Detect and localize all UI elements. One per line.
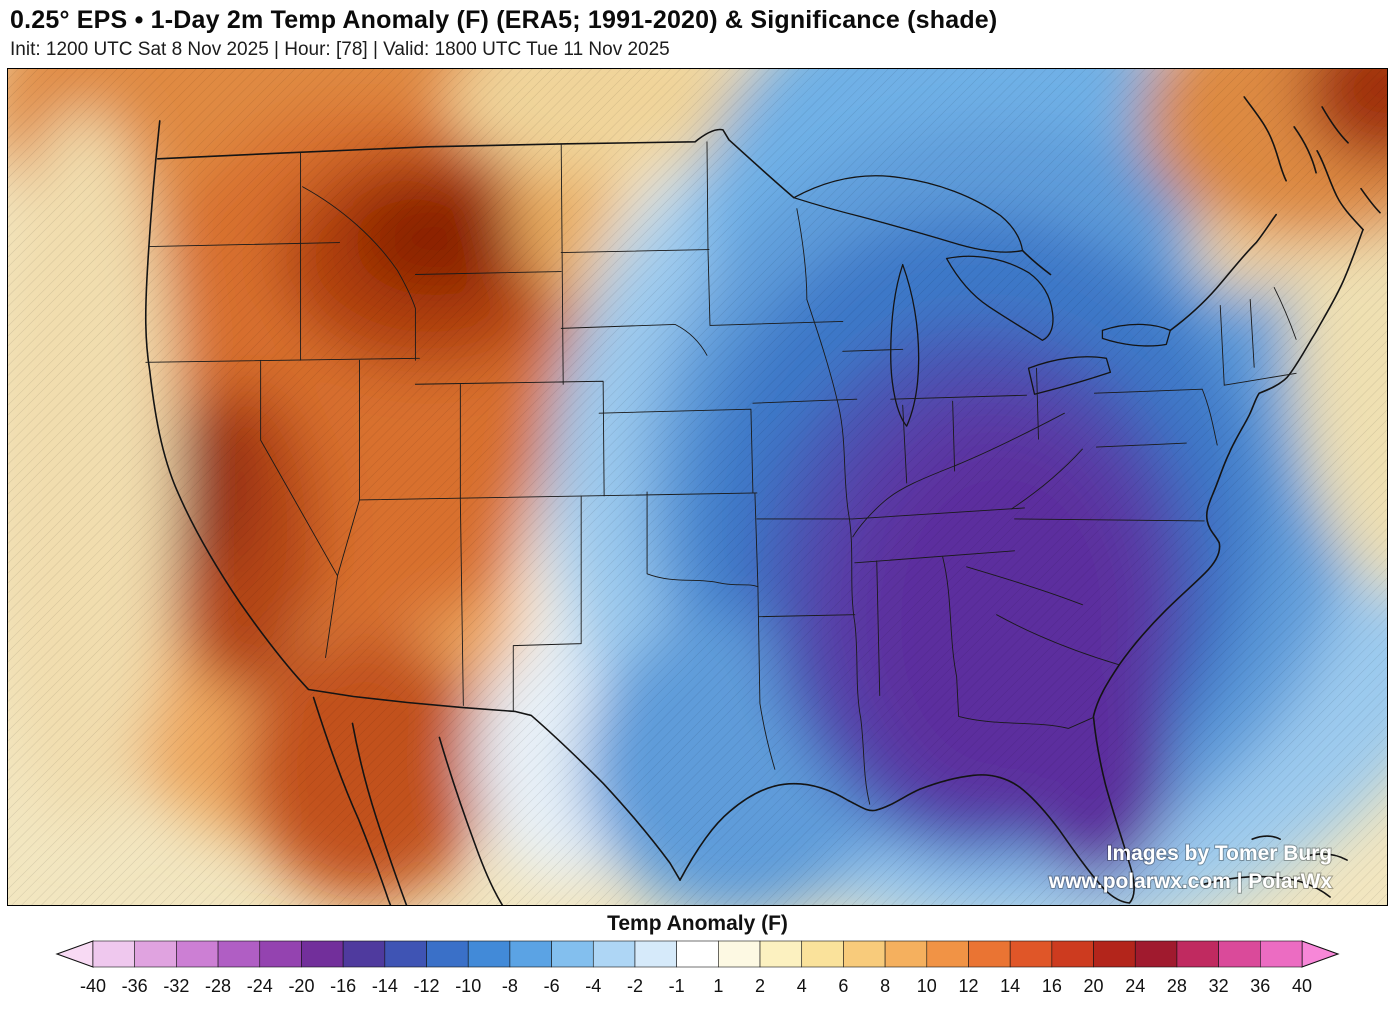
colorbar: -40 -36 -32 -28 -24 -20 -16 -14 -12 -10 -8 -6 -4 -2 -1…: [55, 940, 1340, 996]
colorbar-tick-label: -1: [669, 976, 685, 996]
chart-title: 0.25° EPS • 1-Day 2m Temp Anomaly (F) (E…: [10, 6, 998, 34]
colorbar-tick-label: 4: [797, 976, 807, 996]
colorbar-segment: [1260, 940, 1303, 968]
colorbar-segment: [551, 940, 594, 968]
colorbar-segment: [384, 940, 427, 968]
colorbar-tick-label: 36: [1250, 976, 1270, 996]
colorbar-tick-label: 6: [838, 976, 848, 996]
colorbar-tick-label: 24: [1125, 976, 1145, 996]
colorbar-segment: [426, 940, 469, 968]
colorbar-tick-label: 40: [1292, 976, 1312, 996]
colorbar-segment: [1051, 940, 1094, 968]
colorbar-segment: [509, 940, 552, 968]
great-lakes-outlines: [793, 175, 1171, 427]
attribution-site: www.polarwx.com | PolarWx: [1048, 870, 1333, 893]
colorbar-right-arrow: [1301, 940, 1340, 968]
attribution-author: Images by Tomer Burg: [1107, 842, 1332, 865]
significance-hatching: [8, 69, 1387, 905]
colorbar-segment: [467, 940, 511, 968]
colorbar-segment: [92, 940, 135, 968]
colorbar-segment: [217, 940, 261, 968]
colorbar-tick-label: -24: [247, 976, 273, 996]
colorbar-tick-label: 32: [1209, 976, 1229, 996]
colorbar-segment: [926, 940, 969, 968]
header: 0.25° EPS • 1-Day 2m Temp Anomaly (F) (E…: [0, 0, 1395, 62]
colorbar-tick-label: -16: [330, 976, 356, 996]
colorbar-segment: [1093, 940, 1136, 968]
colorbar-tick-label: -4: [585, 976, 601, 996]
colorbar-tick-label: 1: [713, 976, 723, 996]
colorbar-segment: [1218, 940, 1261, 968]
colorbar-segment: [592, 940, 636, 968]
map-frame: Images by Tomer Burg www.polarwx.com | P…: [7, 68, 1388, 906]
colorbar-tick-label: -14: [372, 976, 398, 996]
colorbar-tick-label: 12: [958, 976, 978, 996]
colorbar-tick-label: 2: [755, 976, 765, 996]
colorbar-segment: [1009, 940, 1053, 968]
colorbar-segment: [634, 940, 677, 968]
colorbar-tick-label: -28: [205, 976, 231, 996]
colorbar-tick-label: -8: [502, 976, 518, 996]
colorbar-tick-label: -36: [122, 976, 148, 996]
colorbar-tick-label: 28: [1167, 976, 1187, 996]
chart-subtitle: Init: 1200 UTC Sat 8 Nov 2025 | Hour: [7…: [10, 39, 670, 60]
colorbar-tick-label: 20: [1084, 976, 1104, 996]
colorbar-segment: [1134, 940, 1178, 968]
colorbar-tick-label: -40: [80, 976, 106, 996]
colorbar-tick-label: -12: [414, 976, 440, 996]
colorbar-title: Temp Anomaly (F): [607, 912, 788, 935]
coastlines-national-borders: [144, 96, 1381, 905]
colorbar-segment: [801, 940, 844, 968]
colorbar-segment: [759, 940, 803, 968]
colorbar-tick-label: -32: [163, 976, 189, 996]
colorbar-tick-label: 16: [1042, 976, 1062, 996]
colorbar-segment: [342, 940, 386, 968]
colorbar-segment: [134, 940, 177, 968]
colorbar-tick-label: 14: [1000, 976, 1020, 996]
state-borders: [145, 141, 1297, 805]
colorbar-segment: [259, 940, 302, 968]
colorbar-segment: [968, 940, 1011, 968]
temp-anomaly-map: Images by Tomer Burg www.polarwx.com | P…: [8, 69, 1387, 905]
colorbar-tick-label: 10: [917, 976, 937, 996]
colorbar-area: Temp Anomaly (F) -40 -36 -32 -28 -24 -20 -16 -1…: [0, 912, 1395, 999]
colorbar-segment: [884, 940, 928, 968]
colorbar-segment: [1176, 940, 1219, 968]
colorbar-segment: [843, 940, 886, 968]
colorbar-left-arrow: [55, 940, 94, 968]
colorbar-tick-label: -2: [627, 976, 643, 996]
colorbar-tick-label: -20: [288, 976, 314, 996]
colorbar-segment: [176, 940, 219, 968]
colorbar-tick-label: 8: [880, 976, 890, 996]
colorbar-segment: [301, 940, 344, 968]
colorbar-tick-label: -6: [544, 976, 560, 996]
colorbar-segment: [718, 940, 761, 968]
colorbar-tick-label: -10: [455, 976, 481, 996]
colorbar-segment: [676, 940, 719, 968]
